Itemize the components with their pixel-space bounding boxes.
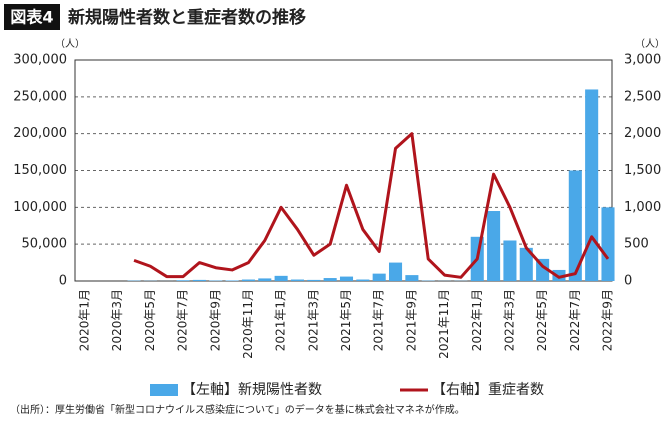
y2-tick-label: 2,500 <box>624 89 661 104</box>
source: （出所）：厚生労働省「新型コロナウイルス感染症について」のデータを基に株式会社マ… <box>10 403 465 416</box>
bar <box>373 274 386 281</box>
y-tick-label: 200,000 <box>13 126 67 141</box>
x-tick-label: 2022年1月 <box>470 289 484 351</box>
x-tick-label: 2020年3月 <box>110 289 124 351</box>
y-tick-label: 50,000 <box>22 237 68 252</box>
bar <box>324 278 337 281</box>
y2-tick-label: 1,500 <box>624 163 661 178</box>
bar <box>340 277 353 281</box>
x-tick-label: 2022年9月 <box>601 289 615 351</box>
y-tick-label: 250,000 <box>13 89 67 104</box>
y2-tick-label: 1,000 <box>624 200 661 215</box>
bar <box>487 211 500 281</box>
x-tick-label: 2020年1月 <box>78 289 92 351</box>
y-tick-label: 300,000 <box>13 53 67 68</box>
bar <box>291 280 304 281</box>
badge: 図表4 <box>10 8 53 27</box>
x-tick-label: 2022年3月 <box>502 289 516 351</box>
x-tick-label: 2021年11月 <box>437 289 451 359</box>
bar <box>193 280 206 281</box>
bar <box>177 280 190 281</box>
x-tick-label: 2020年5月 <box>143 289 157 351</box>
y2-tick-label: 2,000 <box>624 126 661 141</box>
bar <box>601 207 614 281</box>
x-tick-label: 2021年7月 <box>372 289 386 351</box>
bar <box>389 263 402 281</box>
x-tick-label: 2021年3月 <box>306 289 320 351</box>
x-tick-label: 2021年5月 <box>339 289 353 351</box>
y-tick-label: 150,000 <box>13 163 67 178</box>
x-tick-label: 2020年9月 <box>208 289 222 351</box>
bar <box>503 240 516 281</box>
bar <box>405 275 418 281</box>
bar <box>242 280 255 281</box>
bar <box>258 278 271 281</box>
bar <box>356 280 369 281</box>
bar <box>275 276 288 281</box>
bar <box>585 89 598 281</box>
x-tick-label: 2022年5月 <box>535 289 549 351</box>
legend-label: 【左軸】新規陽性者数 <box>182 382 322 398</box>
chart-title: 新規陽性者数と重症者数の推移 <box>68 7 306 28</box>
y2-tick-label: 500 <box>624 237 649 252</box>
x-tick-label: 2021年9月 <box>404 289 418 351</box>
y-tick-label: 100,000 <box>13 200 67 215</box>
line <box>134 134 608 278</box>
x-tick-label: 2021年1月 <box>274 289 288 351</box>
x-tick-label: 2020年7月 <box>176 289 190 351</box>
y2-tick-label: 0 <box>624 274 632 289</box>
legend-swatch <box>150 384 178 396</box>
legend-label: 【右軸】重症者数 <box>432 382 544 398</box>
bar <box>226 280 239 281</box>
x-tick-label: 2020年11月 <box>241 289 255 359</box>
y2-tick-label: 3,000 <box>624 53 661 68</box>
x-tick-label: 2022年7月 <box>568 289 582 351</box>
y-unit: （人） <box>55 38 85 50</box>
y-tick-label: 0 <box>59 274 67 289</box>
y2-unit: （人） <box>635 38 665 50</box>
bar <box>307 280 320 281</box>
